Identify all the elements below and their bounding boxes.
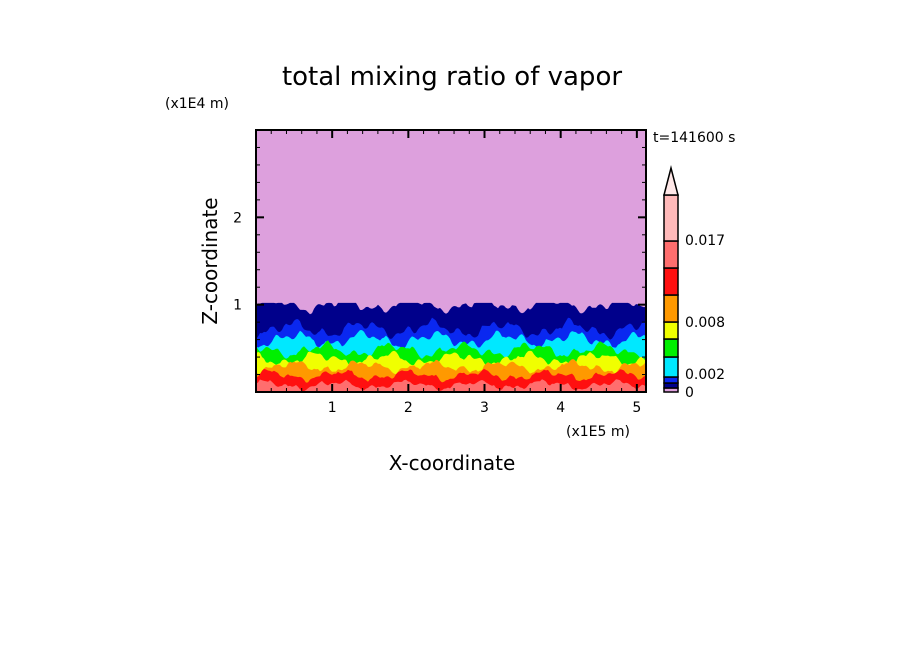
y-axis-label: Z-coordinate bbox=[198, 197, 222, 324]
chart-title: total mixing ratio of vapor bbox=[282, 62, 622, 92]
colorbar-label: 0.002 bbox=[685, 367, 725, 383]
colorbar-segment bbox=[663, 240, 679, 269]
x-tick-label: 5 bbox=[632, 400, 641, 416]
colorbar-segment bbox=[663, 338, 679, 358]
colorbar-extend-arrow bbox=[663, 165, 679, 196]
colorbar-segment bbox=[663, 321, 679, 340]
colorbar-label: 0.017 bbox=[685, 233, 725, 249]
x-axis-label: X-coordinate bbox=[389, 451, 516, 475]
axes: 1 2 3 4 5 1 2 bbox=[233, 129, 647, 416]
colorbar-label: 0.008 bbox=[685, 315, 725, 331]
contour-layer bbox=[256, 379, 646, 392]
y-unit-label: (x1E4 m) bbox=[165, 96, 229, 112]
x-tick-label: 2 bbox=[404, 400, 413, 416]
x-tick-label: 3 bbox=[480, 400, 489, 416]
colorbar-label: 0 bbox=[685, 385, 694, 401]
time-label: t=141600 s bbox=[653, 130, 735, 146]
colorbar-segment bbox=[663, 376, 679, 384]
colorbar-segment bbox=[663, 356, 679, 378]
colorbar-segment bbox=[663, 267, 679, 296]
plot-frame bbox=[255, 129, 647, 393]
x-tick-label: 4 bbox=[556, 400, 565, 416]
x-unit-label: (x1E5 m) bbox=[566, 424, 630, 440]
colorbar: 0 0.002 0.008 0.017 bbox=[663, 165, 725, 401]
y-tick-label: 2 bbox=[233, 210, 242, 226]
colorbar-segment bbox=[663, 294, 679, 323]
y-tick-label: 1 bbox=[233, 298, 242, 314]
colorbar-segment bbox=[663, 194, 679, 242]
x-tick-label: 1 bbox=[328, 400, 337, 416]
plot-area bbox=[256, 130, 646, 392]
